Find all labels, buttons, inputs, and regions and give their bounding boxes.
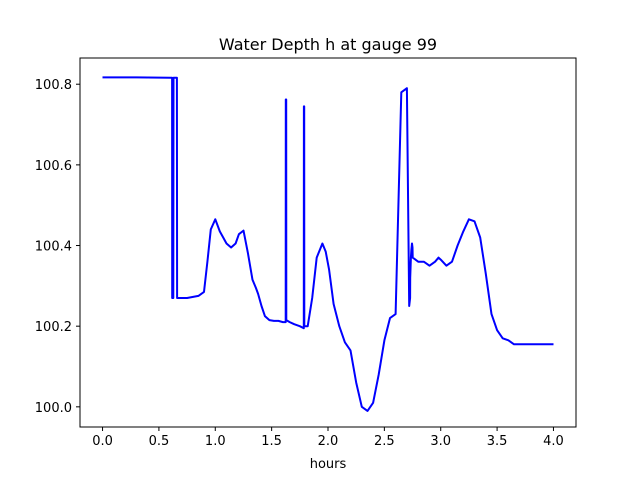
y-tick-label: 100.2 [35,320,72,335]
plot-area: 0.0 0.5 1.0 1.5 2.0 2.5 3.0 3.5 4.0 100.0 100.2 100… [35,57,577,449]
y-tick-label: 100.4 [35,240,72,255]
x-axis-label: hours [310,457,347,472]
y-tick-label: 100.8 [35,78,72,93]
x-tick-label: 4.0 [543,434,564,449]
y-tick-label: 100.6 [35,159,72,174]
series-line-0 [102,76,554,412]
x-tick-label: 0.5 [149,434,170,449]
chart-title: Water Depth h at gauge 99 [219,35,437,54]
x-tick-label: 2.5 [374,434,395,449]
x-tick-label: 2.0 [318,434,339,449]
x-tick-label: 3.0 [430,434,451,449]
x-tick-label: 3.5 [487,434,508,449]
x-tick-label: 1.5 [261,434,282,449]
y-tick-label: 100.0 [35,401,72,416]
x-tick-label: 1.0 [205,434,226,449]
x-tick-label: 0.0 [92,434,113,449]
